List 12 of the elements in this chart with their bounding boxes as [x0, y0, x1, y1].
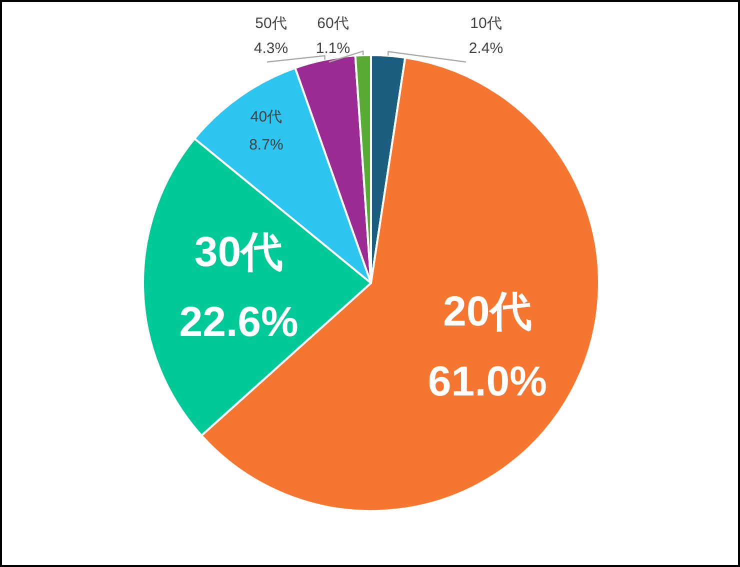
- slice-label: 50代: [255, 15, 287, 32]
- slice-label: 20代: [443, 288, 532, 335]
- slice-label: 40代: [250, 108, 282, 126]
- slice-label: 10代: [470, 15, 502, 32]
- data-label: 22.6%: [179, 298, 298, 346]
- slice-label: 30代: [194, 228, 284, 276]
- data-label: 2.4%: [468, 40, 504, 57]
- data-label: 4.3%: [254, 40, 288, 57]
- data-label: 61.0%: [428, 358, 547, 405]
- slice-label: 60代: [317, 15, 349, 32]
- data-label: 1.1%: [316, 40, 350, 57]
- data-label: 8.7%: [249, 136, 284, 154]
